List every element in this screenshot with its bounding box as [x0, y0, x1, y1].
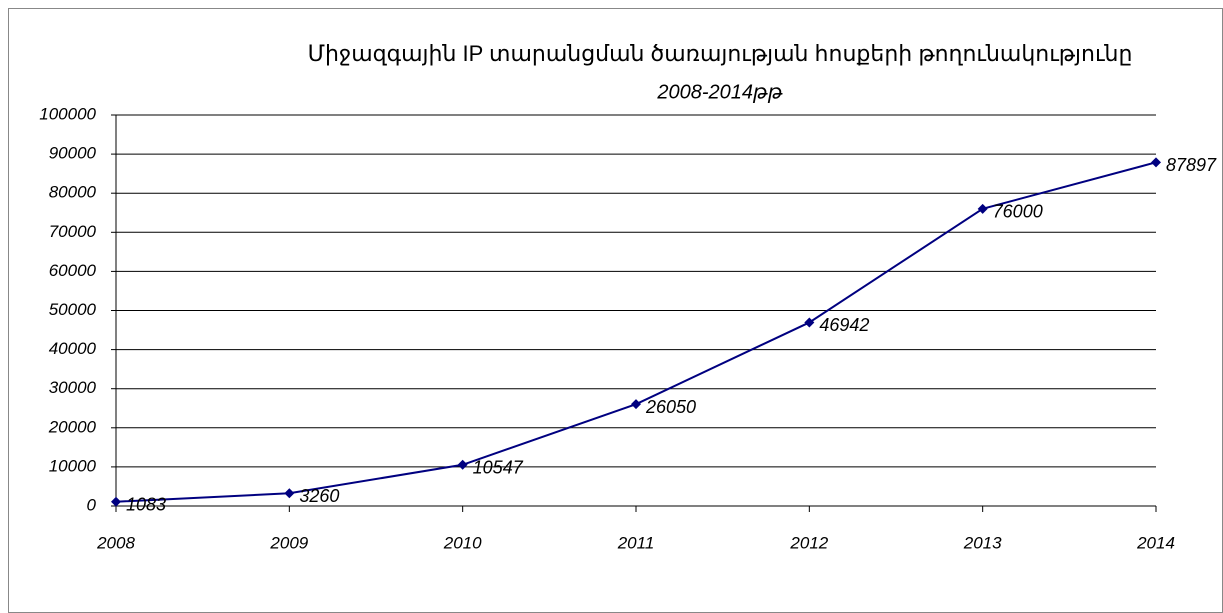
data-label: 87897 — [1166, 155, 1217, 175]
marker — [111, 496, 121, 507]
y-tick-label: 0 — [87, 495, 97, 514]
x-tick-label: 2010 — [443, 533, 482, 552]
y-tick-label: 80000 — [49, 183, 97, 202]
y-tick-label: 100000 — [39, 104, 96, 123]
y-tick-label: 50000 — [49, 300, 97, 319]
marker — [457, 459, 468, 470]
chart-subtitle: 2008-2014թթ — [656, 81, 782, 103]
x-tick-label: 2008 — [96, 533, 135, 552]
y-tick-label: 20000 — [48, 417, 97, 436]
marker — [1151, 157, 1161, 168]
y-tick-label: 70000 — [49, 222, 97, 241]
data-label: 10547 — [473, 458, 524, 478]
y-tick-label: 30000 — [49, 378, 97, 397]
x-tick-label: 2009 — [269, 533, 308, 552]
data-label: 46942 — [819, 315, 869, 335]
marker — [977, 203, 988, 214]
y-tick-label: 90000 — [49, 144, 97, 163]
marker — [804, 317, 815, 328]
data-label: 76000 — [993, 202, 1043, 222]
marker — [631, 399, 641, 410]
data-label: 1083 — [126, 495, 166, 515]
marker — [284, 488, 295, 499]
data-label: 3260 — [299, 486, 339, 506]
y-tick-label: 40000 — [49, 339, 97, 358]
y-tick-label: 60000 — [49, 261, 97, 280]
x-tick-label: 2013 — [963, 533, 1002, 552]
x-tick-label: 2011 — [617, 533, 655, 552]
data-label: 26050 — [645, 397, 696, 417]
y-tick-label: 10000 — [49, 456, 97, 475]
chart-title: Միջազգային IP տարանցման ծառայության հոսք… — [308, 41, 1133, 66]
x-tick-label: 2014 — [1136, 533, 1175, 552]
x-tick-label: 2012 — [789, 533, 828, 552]
